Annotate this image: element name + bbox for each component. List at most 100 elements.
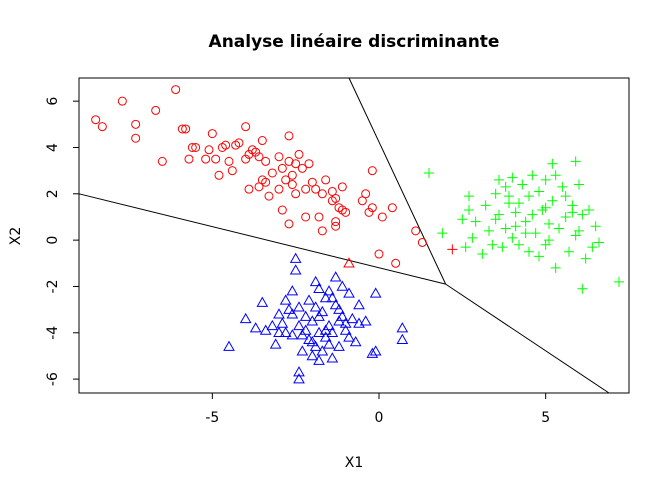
point-plus	[547, 158, 558, 169]
y-tick-label: 4	[45, 143, 61, 152]
point-plus	[547, 195, 558, 206]
point-circle	[241, 122, 251, 132]
point-circle	[204, 145, 214, 155]
point-plus	[527, 170, 538, 181]
point-circle	[257, 136, 267, 146]
point-circle	[187, 142, 197, 152]
point-circle	[291, 189, 301, 199]
point-circle	[391, 258, 401, 268]
point-circle	[274, 152, 284, 162]
boundary-line	[348, 77, 447, 285]
point-triangle	[269, 338, 282, 349]
point-plus	[574, 179, 584, 190]
point-circle	[294, 149, 304, 159]
point-plus	[540, 202, 551, 213]
y-tick-label: 6	[45, 97, 61, 106]
point-triangle	[273, 308, 285, 319]
point-plus	[587, 242, 598, 253]
point-triangle	[279, 294, 292, 305]
boundary-line	[445, 283, 610, 394]
point-circle	[284, 156, 294, 166]
point-plus	[590, 221, 601, 232]
point-triangle	[346, 312, 359, 324]
decision-boundaries	[78, 77, 610, 394]
point-circle	[374, 249, 384, 259]
point-circle	[291, 159, 301, 169]
point-circle	[314, 212, 324, 222]
point-triangle	[279, 326, 292, 338]
point-circle	[214, 170, 224, 180]
point-plus	[494, 174, 504, 185]
point-triangle	[343, 257, 355, 268]
point-triangle	[329, 298, 342, 310]
point-circle	[331, 221, 341, 231]
point-plus	[580, 253, 591, 264]
point-plus	[480, 200, 491, 211]
point-triangle	[323, 285, 335, 296]
point-triangle	[286, 308, 299, 319]
point-circle	[297, 163, 307, 173]
y-tick-label: 0	[45, 236, 61, 245]
point-plus	[520, 228, 531, 239]
point-plus	[550, 170, 561, 181]
x-axis: -5 0 5	[205, 393, 550, 426]
point-circle	[364, 207, 374, 217]
x-tick-label: -5	[205, 410, 219, 426]
point-triangle	[289, 252, 302, 263]
point-circle	[221, 140, 231, 150]
point-triangle	[316, 305, 329, 317]
point-plus	[497, 242, 508, 253]
y-tick-label: -6	[45, 372, 61, 386]
point-triangle	[256, 296, 269, 307]
point-circle	[287, 170, 297, 180]
boundary-line	[78, 193, 446, 285]
point-plus	[540, 174, 551, 185]
point-circle	[261, 177, 271, 187]
point-circle	[157, 156, 167, 166]
point-triangle	[299, 310, 312, 321]
point-plus	[584, 205, 594, 216]
point-triangle	[293, 366, 305, 377]
point-circle	[131, 119, 141, 129]
point-triangle	[326, 292, 339, 303]
point-triangle	[309, 340, 322, 351]
point-circle	[287, 180, 297, 190]
point-plus	[520, 216, 531, 227]
point-plus	[554, 223, 564, 234]
point-plus	[507, 172, 518, 183]
point-triangle	[223, 340, 235, 351]
point-circle	[261, 156, 271, 166]
point-triangle	[306, 336, 319, 347]
point-circle	[301, 212, 311, 222]
point-circle	[241, 154, 251, 164]
point-triangle	[239, 312, 252, 324]
point-circle	[411, 226, 421, 236]
point-plus	[424, 167, 434, 178]
point-triangle	[273, 326, 285, 338]
point-plus	[544, 218, 554, 229]
point-plus	[557, 181, 568, 192]
point-circle	[341, 207, 351, 217]
point-plus	[510, 221, 521, 232]
point-plus	[484, 225, 494, 236]
point-plus	[460, 242, 471, 253]
point-triangle	[293, 373, 305, 384]
point-plus	[567, 207, 578, 218]
point-circle	[277, 205, 287, 215]
point-circle	[284, 219, 294, 229]
point-triangle	[296, 329, 309, 340]
point-triangle	[329, 271, 342, 282]
point-circle	[301, 184, 311, 194]
point-triangle	[286, 329, 299, 340]
point-triangle	[336, 310, 349, 321]
point-triangle	[359, 315, 372, 326]
point-triangle	[313, 354, 325, 365]
point-plus	[564, 246, 574, 257]
point-triangle	[336, 280, 349, 291]
point-triangle	[333, 315, 345, 326]
point-plus	[477, 249, 488, 260]
point-circle	[367, 203, 377, 213]
point-plus	[560, 191, 571, 202]
point-plus	[614, 276, 624, 287]
point-circle	[117, 96, 127, 106]
